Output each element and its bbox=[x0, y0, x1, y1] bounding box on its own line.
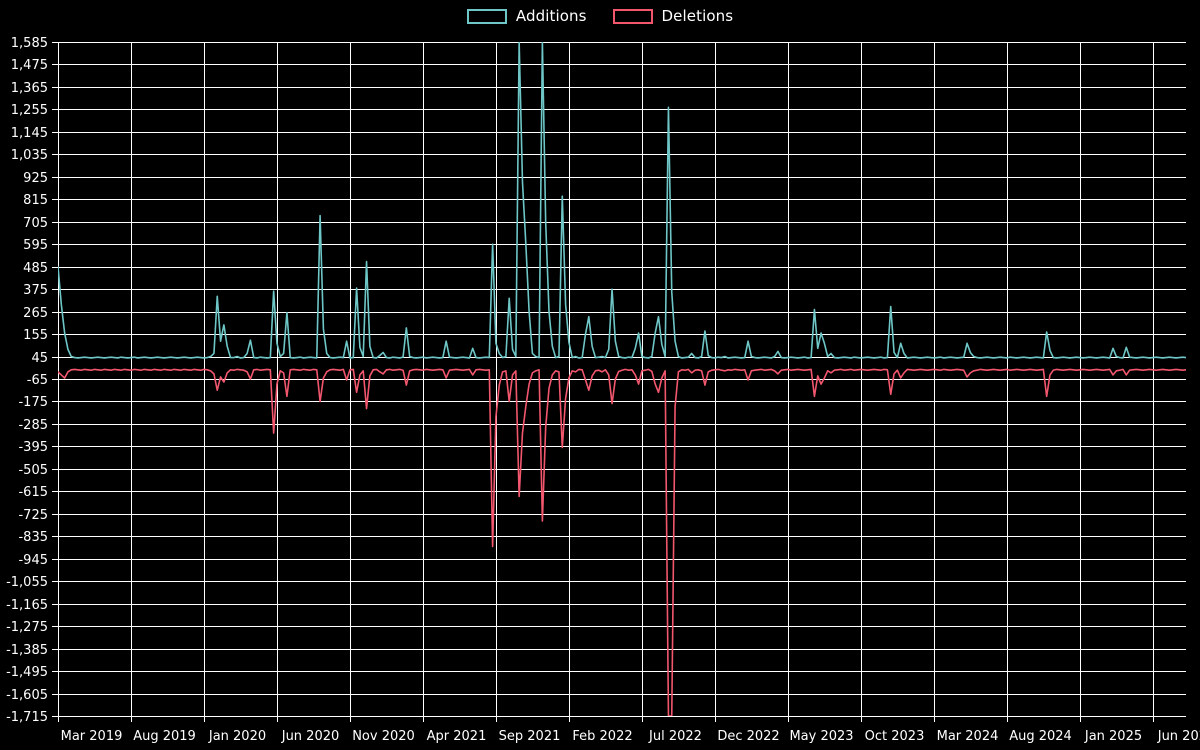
y-tick-label: 155 bbox=[23, 328, 48, 343]
gridlines bbox=[52, 42, 1186, 722]
x-tick-label: May 2023 bbox=[789, 729, 853, 744]
x-tick-label: Jan 2025 bbox=[1084, 729, 1142, 744]
y-tick-label: -1,385 bbox=[6, 643, 48, 658]
y-tick-label: -1,055 bbox=[6, 575, 48, 590]
legend-label-deletions: Deletions bbox=[661, 7, 734, 25]
x-tick-label: Nov 2020 bbox=[352, 729, 415, 744]
x-tick-label: Jun 2025 bbox=[1157, 729, 1200, 744]
x-tick-label: Mar 2019 bbox=[61, 729, 123, 744]
x-tick-label: Feb 2022 bbox=[572, 729, 632, 744]
y-tick-label: -285 bbox=[18, 418, 48, 433]
y-tick-label: -65 bbox=[27, 373, 48, 388]
x-tick-label: Jun 2020 bbox=[281, 729, 340, 744]
x-tick-label: Dec 2022 bbox=[717, 729, 779, 744]
y-tick-label: 1,365 bbox=[11, 81, 48, 96]
chart-legend: Additions Deletions bbox=[0, 0, 1200, 32]
y-tick-label: 485 bbox=[23, 261, 48, 276]
legend-swatch-deletions bbox=[612, 8, 653, 24]
x-axis-tick-labels: Mar 2019 Aug 2019 Jan 2020 Jun 2020 Nov 2020… bbox=[61, 729, 1200, 744]
y-tick-label: 1,255 bbox=[11, 103, 48, 118]
x-tick-label: Aug 2019 bbox=[133, 729, 196, 744]
y-tick-label: 815 bbox=[23, 193, 48, 208]
y-tick-label: 1,585 bbox=[11, 36, 48, 51]
x-tick-label: Apr 2021 bbox=[427, 729, 487, 744]
y-tick-label: 1,475 bbox=[11, 58, 48, 73]
y-tick-label: 45 bbox=[31, 351, 48, 366]
x-tick-label: Jan 2020 bbox=[208, 729, 266, 744]
y-tick-label: -175 bbox=[18, 395, 48, 410]
y-tick-label: 265 bbox=[23, 306, 48, 321]
y-tick-label: -1,165 bbox=[6, 598, 48, 613]
legend-item-deletions[interactable]: Deletions bbox=[612, 7, 734, 25]
x-tick-label: Oct 2023 bbox=[865, 729, 925, 744]
y-axis-tick-labels: 1,585 1,475 1,365 1,255 1,145 1,035 925 815 705 5… bbox=[6, 36, 48, 725]
y-tick-label: -1,495 bbox=[6, 665, 48, 680]
y-tick-label: -1,605 bbox=[6, 688, 48, 703]
y-tick-label: -945 bbox=[18, 553, 48, 568]
legend-item-additions[interactable]: Additions bbox=[466, 7, 587, 25]
legend-swatch-additions bbox=[466, 8, 507, 24]
y-tick-label: -835 bbox=[18, 530, 48, 545]
y-tick-label: 595 bbox=[23, 238, 48, 253]
y-tick-label: 925 bbox=[23, 171, 48, 186]
y-tick-label: 705 bbox=[23, 216, 48, 231]
series-line-deletions bbox=[58, 368, 1186, 716]
y-tick-label: -395 bbox=[18, 440, 48, 455]
y-tick-label: -1,715 bbox=[6, 710, 48, 725]
legend-label-additions: Additions bbox=[515, 7, 587, 25]
y-tick-label: 1,035 bbox=[11, 148, 48, 163]
y-tick-label: -1,275 bbox=[6, 620, 48, 635]
x-tick-label: Mar 2024 bbox=[937, 729, 999, 744]
y-tick-label: -725 bbox=[18, 508, 48, 523]
y-tick-label: 1,145 bbox=[11, 126, 48, 141]
x-tick-label: Sep 2021 bbox=[499, 729, 561, 744]
x-tick-label: Aug 2024 bbox=[1009, 729, 1072, 744]
x-tick-label: Jul 2022 bbox=[648, 729, 702, 744]
y-tick-label: -615 bbox=[18, 485, 48, 500]
series-line-additions bbox=[58, 42, 1186, 359]
y-tick-label: -505 bbox=[18, 463, 48, 478]
y-tick-label: 375 bbox=[23, 283, 48, 298]
data-series bbox=[58, 42, 1186, 716]
